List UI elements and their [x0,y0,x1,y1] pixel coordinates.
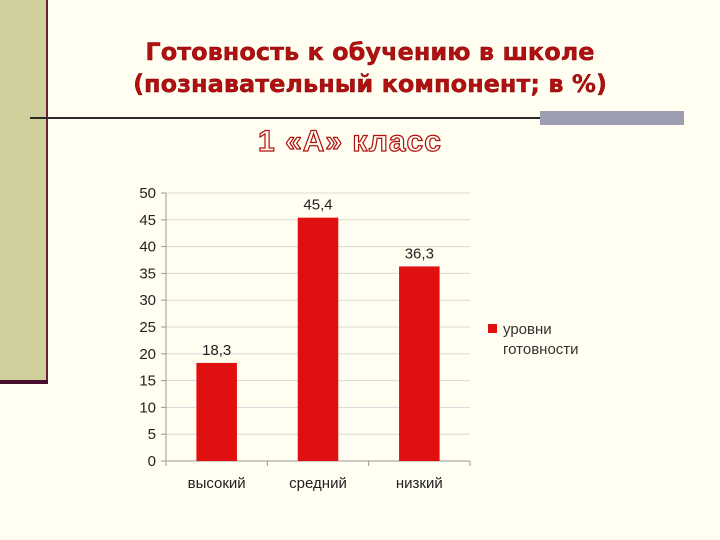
slide-title: Готовность к обучению в школе (познавате… [60,36,680,100]
legend: уровни готовности [488,321,579,358]
data-label: 18,3 [202,342,231,359]
legend-label: уровни готовности [503,321,579,358]
x-tick-label: низкий [396,475,443,492]
y-tick-label: 30 [139,292,156,309]
legend-label-line: уровни [503,321,552,338]
y-tick-label: 15 [139,373,156,390]
x-tick-label: высокий [188,475,246,492]
y-tick-label: 5 [148,426,156,443]
title-divider-line [30,117,542,119]
y-tick-label: 10 [139,399,156,416]
bar [196,362,237,461]
y-tick-label: 45 [139,212,156,229]
slide-title-line-2: (познавательный компонент; в %) [133,70,607,98]
legend-swatch [488,324,497,333]
bar [297,217,339,461]
data-labels: 18,3 45,4 36,3 [202,197,434,359]
decorative-side-band-foot [0,380,48,384]
y-tick-label: 25 [139,319,156,336]
slide-title-line-1: Готовность к обучению в школе [145,38,595,66]
title-divider-block [540,111,684,125]
bar [399,266,440,461]
legend-label-line: готовности [503,341,579,358]
bars [196,217,440,461]
slide-subtitle: 1 «А» класс [257,124,442,158]
y-tick-label: 0 [148,453,156,470]
data-label: 45,4 [303,197,332,214]
data-label: 36,3 [405,245,434,262]
x-tick-label: средний [289,475,347,492]
axes: 0 5 10 15 20 25 30 35 40 45 50 высокий средний низкий [139,185,471,492]
y-tick-label: 20 [139,346,156,363]
y-tick-label: 50 [139,185,156,202]
decorative-side-band [0,0,48,382]
y-tick-label: 35 [139,265,156,282]
y-tick-label: 40 [139,239,156,256]
